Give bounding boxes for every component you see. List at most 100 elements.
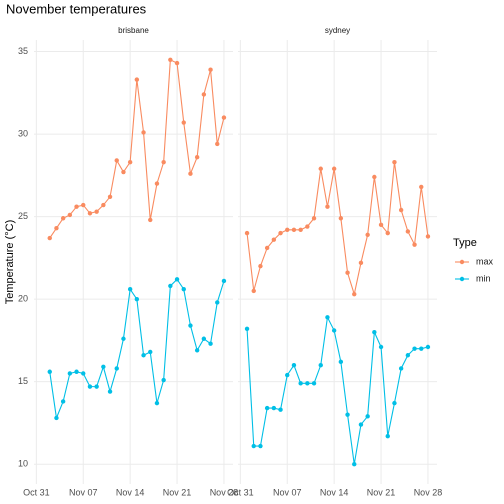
- point: [101, 364, 106, 370]
- point: [47, 369, 52, 374]
- point: [345, 412, 350, 417]
- point: [67, 371, 73, 376]
- point: [365, 232, 370, 237]
- series-line: [246, 162, 429, 297]
- x-tick-label: Nov 14: [116, 487, 145, 497]
- x-tick-label: Nov 21: [163, 487, 192, 497]
- series-line: [49, 58, 225, 239]
- point: [54, 225, 59, 231]
- point: [168, 57, 173, 63]
- point: [141, 353, 146, 358]
- x-tick-label: Nov 28: [414, 487, 443, 497]
- point: [215, 300, 220, 305]
- point: [101, 202, 106, 208]
- x-tick-label: Nov 07: [69, 487, 98, 497]
- x-tick-label: Nov 14: [320, 487, 349, 497]
- point: [168, 283, 173, 289]
- point: [318, 166, 323, 171]
- point: [94, 209, 99, 214]
- point: [114, 366, 119, 371]
- point: [201, 336, 207, 341]
- legend-key: [459, 259, 465, 265]
- point: [425, 234, 431, 239]
- x-tick-label: Oct 31: [23, 487, 50, 497]
- legend-key: [459, 276, 465, 282]
- point: [221, 278, 227, 284]
- point: [134, 296, 140, 302]
- y-tick-label: 15: [18, 376, 28, 386]
- point: [174, 60, 180, 66]
- point: [271, 237, 277, 242]
- point: [221, 115, 227, 120]
- point: [338, 359, 344, 365]
- point: [141, 130, 146, 135]
- point: [215, 141, 220, 147]
- point: [378, 222, 384, 228]
- point: [358, 260, 364, 266]
- point: [67, 212, 73, 218]
- y-tick-label: 25: [18, 211, 28, 221]
- chart-title: November temperatures: [6, 1, 147, 16]
- point: [311, 381, 317, 386]
- point: [365, 414, 370, 419]
- point: [154, 181, 160, 186]
- y-tick-label: 10: [18, 459, 28, 469]
- point: [60, 216, 66, 221]
- point: [244, 326, 250, 332]
- point: [271, 405, 277, 411]
- point: [127, 287, 133, 292]
- point: [419, 184, 424, 190]
- point: [398, 207, 404, 213]
- point: [87, 384, 93, 389]
- point: [392, 159, 397, 165]
- point: [258, 443, 263, 449]
- point: [385, 230, 390, 236]
- point: [291, 362, 297, 368]
- point: [405, 229, 411, 234]
- point: [311, 216, 317, 221]
- point: [194, 154, 200, 160]
- point: [114, 158, 119, 163]
- point: [127, 159, 133, 165]
- y-tick-label: 30: [18, 128, 28, 138]
- point: [148, 349, 153, 355]
- point: [392, 400, 397, 406]
- point: [174, 277, 180, 282]
- x-tick-label: Nov 28: [210, 487, 239, 497]
- point: [244, 230, 250, 236]
- point: [305, 381, 310, 386]
- point: [74, 204, 79, 209]
- point: [60, 399, 66, 404]
- y-tick-label: 35: [18, 46, 28, 56]
- point: [188, 171, 193, 176]
- point: [305, 224, 310, 229]
- point: [331, 328, 337, 333]
- point: [181, 287, 186, 292]
- point: [331, 166, 337, 171]
- point: [251, 288, 256, 294]
- point: [107, 194, 113, 200]
- point: [419, 346, 424, 351]
- point: [251, 443, 256, 449]
- point: [372, 329, 377, 335]
- y-axis-title: Temperature (°C): [4, 220, 16, 304]
- point: [412, 346, 417, 351]
- point: [378, 344, 384, 350]
- point: [208, 67, 213, 72]
- point: [372, 174, 377, 180]
- point: [352, 291, 357, 297]
- point: [161, 377, 166, 383]
- point: [134, 77, 140, 82]
- point: [161, 159, 166, 165]
- point: [194, 348, 200, 353]
- point: [94, 384, 99, 389]
- point: [405, 353, 411, 358]
- point: [201, 92, 207, 97]
- point: [154, 400, 160, 406]
- point: [325, 204, 330, 209]
- x-tick-label: Nov 07: [273, 487, 302, 497]
- point: [345, 270, 350, 275]
- point: [148, 217, 153, 223]
- point: [74, 369, 79, 374]
- point: [285, 227, 290, 233]
